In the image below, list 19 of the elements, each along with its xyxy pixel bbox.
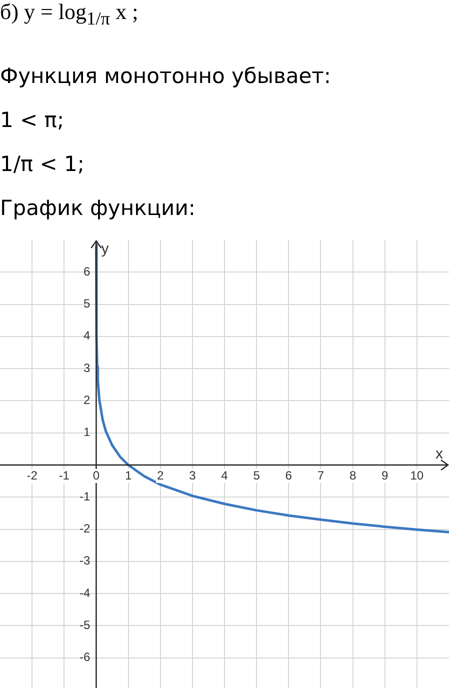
y-tick-label: -5 [80,618,91,632]
y-tick-label: -1 [80,490,91,504]
text: 1 < π; [0,108,66,132]
y-tick-label: 1 [84,426,91,440]
text: График функции: [0,196,196,220]
text: Функция монотонно убывает: [0,64,332,88]
y-tick-label: -3 [80,554,91,568]
x-tick-label: -2 [26,468,38,483]
text: 1/π < 1; [0,152,86,176]
y-tick-label: -2 [80,522,91,536]
y-tick-label: 5 [84,296,91,311]
x-tick-label: -1 [58,468,70,483]
y-tick-label: -4 [80,586,91,600]
y-tick-label: 4 [84,329,91,344]
y-tick-label: 3 [84,361,91,376]
y-tick-label: 6 [84,264,91,279]
chart-title: б) y = log$_{1/π}$ x ; [0,0,140,30]
y-tick-label: -6 [80,650,91,665]
y-tick-label: 2 [84,393,91,408]
